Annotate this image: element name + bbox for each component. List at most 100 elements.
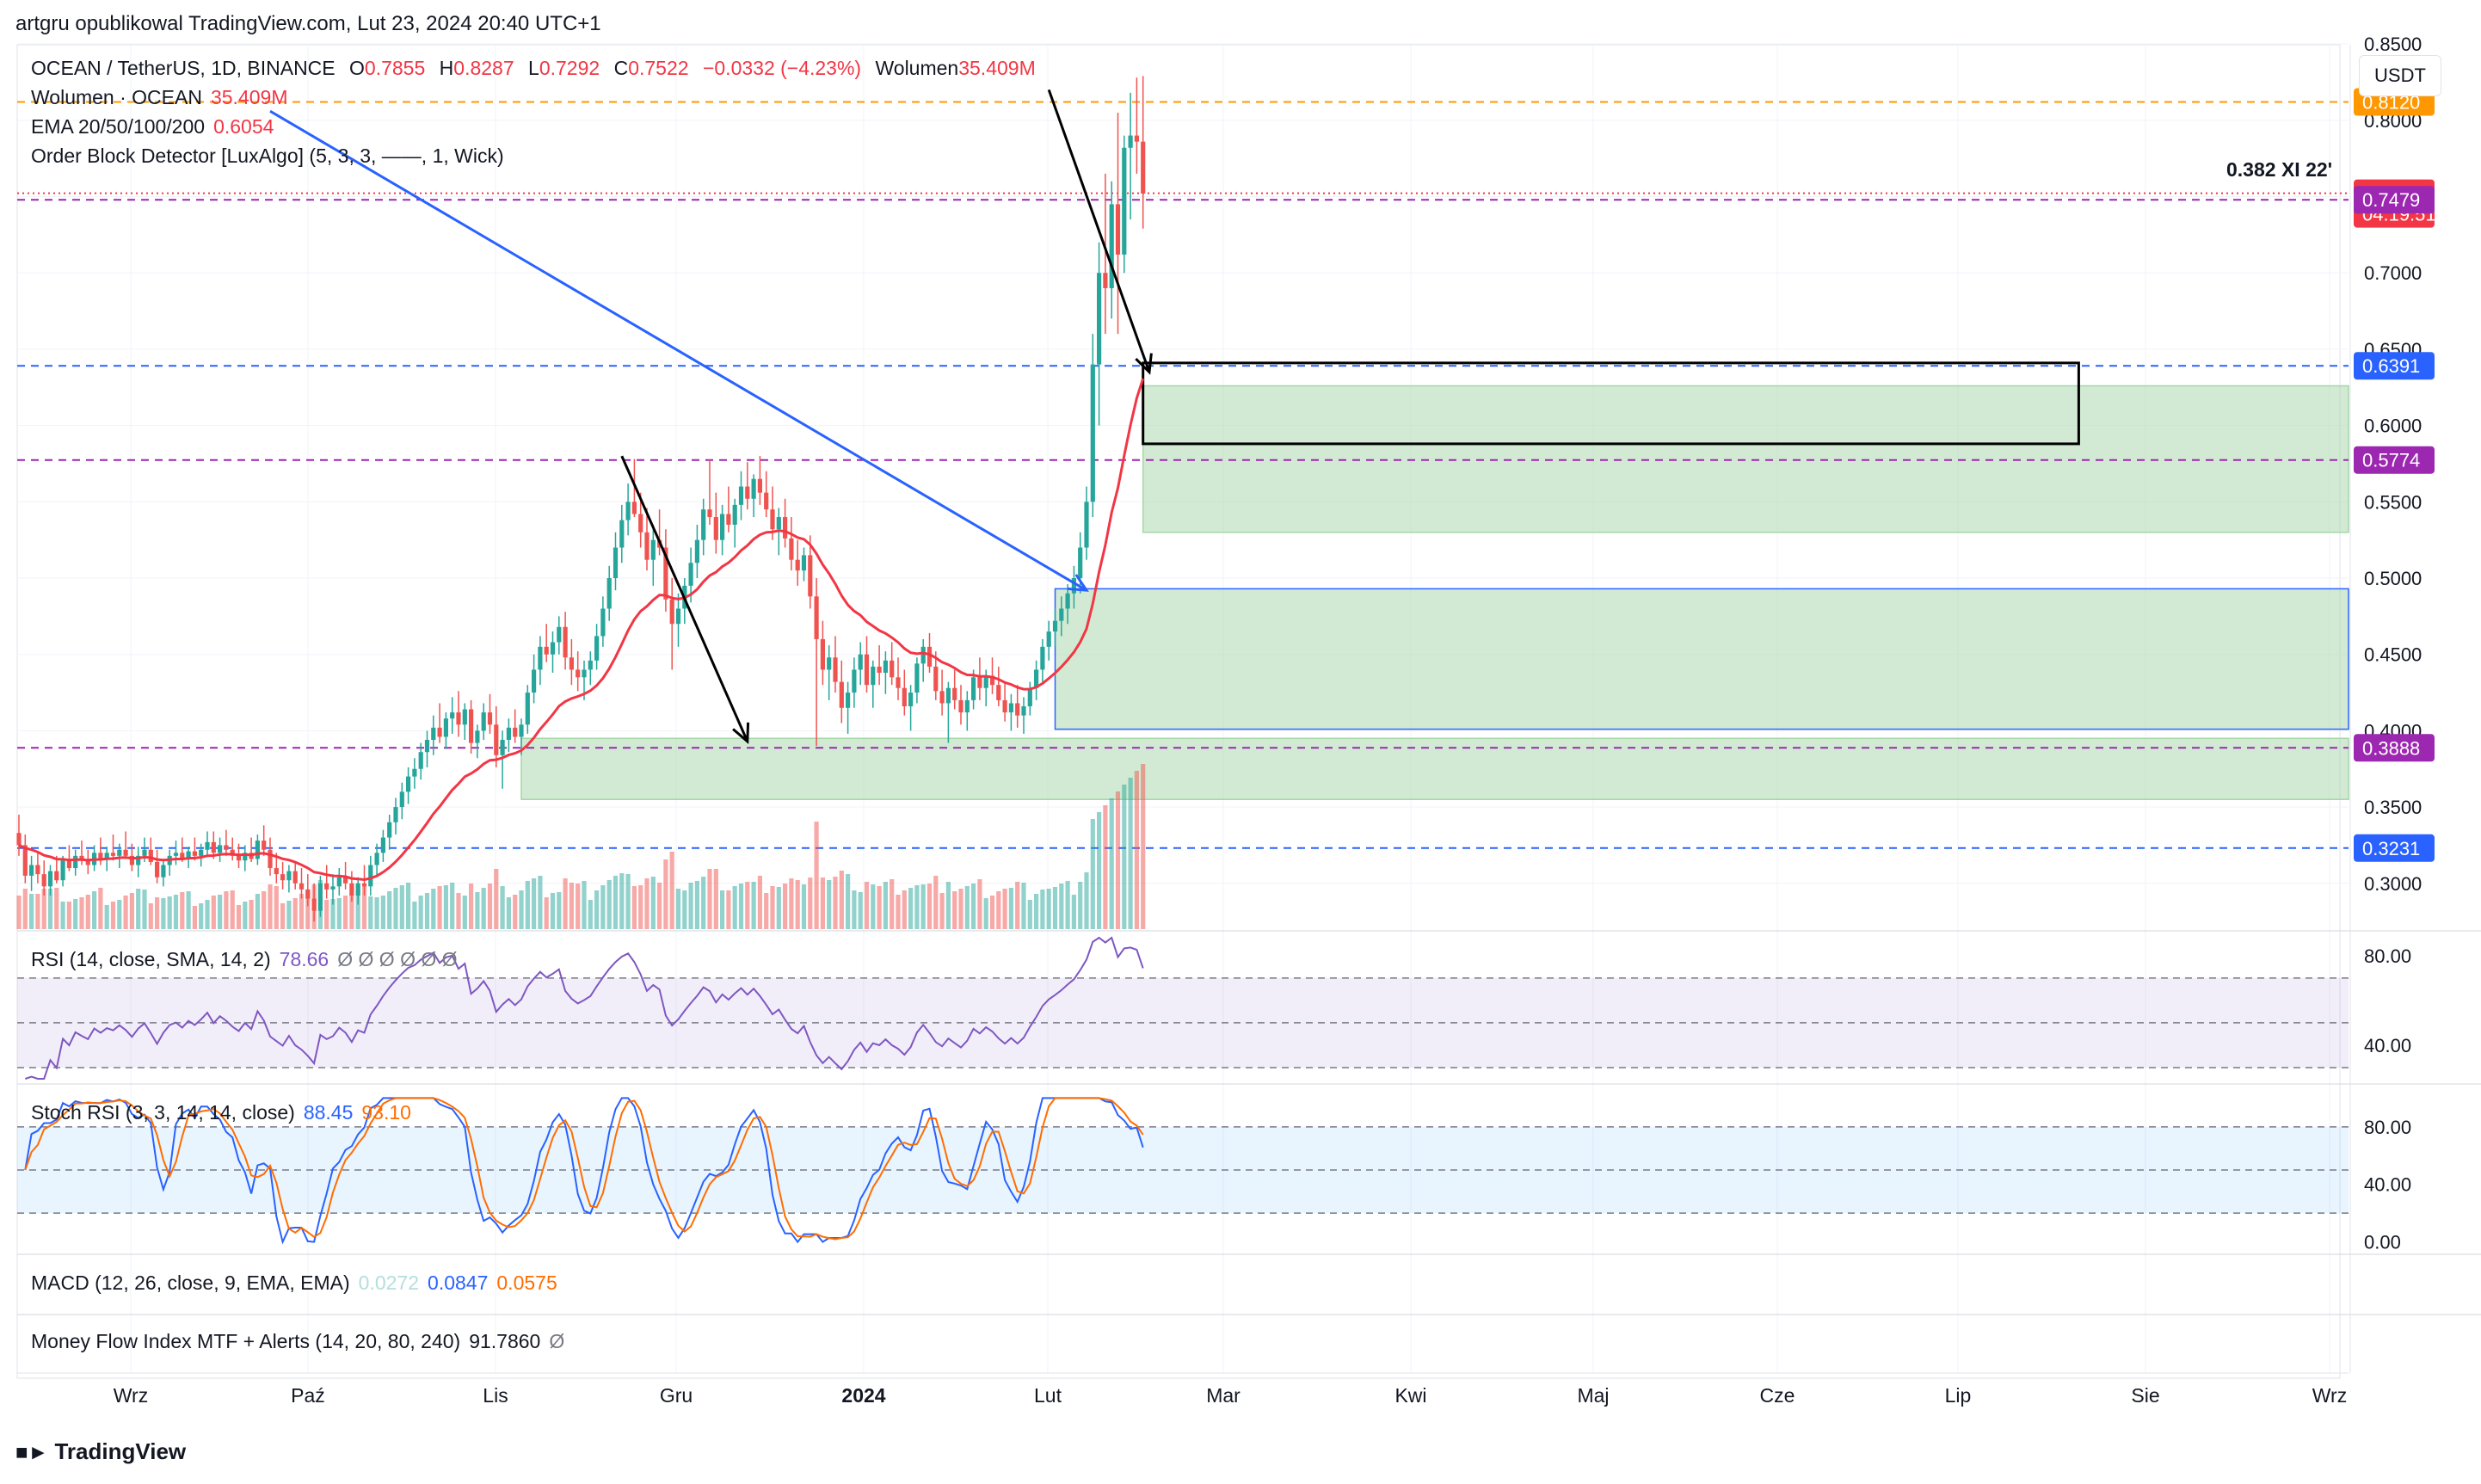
stoch-legend[interactable]: Stoch RSI (3, 3, 14, 14, close) 88.45 93.1… <box>31 1101 420 1124</box>
volume-bar <box>500 886 505 929</box>
time-axis[interactable]: Wrz Paź Lis Gru 2024 Lut Mar Kwi Maj Cze Lip Sie Wrz <box>17 1372 2349 1407</box>
candle-body <box>839 681 844 708</box>
price-tick-label: 0.6000 <box>2364 416 2422 437</box>
arrow-head <box>1135 353 1153 375</box>
volume-legend[interactable]: Wolumen · OCEAN 35.409M <box>31 86 296 109</box>
arrow-line <box>620 455 749 742</box>
volume-bar <box>682 890 687 929</box>
rsi-pane: 40.00 80.00 <box>17 936 2411 1080</box>
volume-bar <box>1134 771 1139 929</box>
order-block-legend[interactable]: Order Block Detector [LuxAlgo] (5, 3, 3,… <box>31 145 513 168</box>
candle-body <box>343 877 348 884</box>
volume-bar <box>820 877 825 929</box>
volume-bar <box>1027 900 1032 929</box>
volume-bar <box>22 889 28 929</box>
volume-bar <box>73 899 78 929</box>
macd-value: 0.0272 <box>358 1272 420 1294</box>
candle-body <box>255 841 260 859</box>
mfi-legend[interactable]: Money Flow Index MTF + Alerts (14, 20, 8… <box>31 1330 573 1353</box>
volume-bar <box>110 902 116 929</box>
time-tick-label: Lut <box>1034 1384 1062 1407</box>
trend-drawings[interactable] <box>269 89 1153 744</box>
candle-body <box>908 693 914 707</box>
volume-bar <box>638 885 643 929</box>
volume-bar <box>1046 889 1051 929</box>
symbol-name[interactable]: OCEAN / TetherUS, 1D, BINANCE <box>31 57 336 79</box>
volume-bar <box>1090 819 1095 929</box>
volume-bar <box>864 882 870 929</box>
price-tick-label: 0.8500 <box>2364 34 2422 55</box>
candle-body <box>268 849 273 869</box>
volume-bar <box>852 890 857 929</box>
brand-text: TradingView <box>54 1438 187 1464</box>
open-label: O <box>349 57 365 79</box>
volume-bar <box>35 894 40 929</box>
ema-legend[interactable]: EMA 20/50/100/200 0.6054 <box>31 115 282 139</box>
volume-bar <box>336 898 342 929</box>
volume-bar <box>299 894 305 929</box>
stoch-label: Stoch RSI (3, 3, 14, 14, close) <box>31 1101 295 1124</box>
candle-body <box>494 724 499 755</box>
tradingview-logo[interactable]: ■► TradingView <box>15 1438 186 1465</box>
volume-bar <box>286 901 292 929</box>
volume-bar <box>399 885 404 929</box>
price-tag-label: 0.6391 <box>2362 355 2420 377</box>
stoch-tick-label: 0.00 <box>2364 1232 2401 1253</box>
candle-body <box>751 478 756 499</box>
time-tick-label: Lis <box>483 1384 508 1407</box>
order-block-zone <box>1054 588 2349 730</box>
candle-body <box>983 675 988 688</box>
volume-bar <box>513 895 518 929</box>
candle-body <box>85 860 90 865</box>
currency-button[interactable]: USDT <box>2359 55 2441 96</box>
candle-body <box>286 871 292 881</box>
volume-bar <box>349 891 354 929</box>
volume-bar <box>1122 785 1127 929</box>
volume-bar <box>443 885 448 929</box>
open-value: 0.7855 <box>364 57 426 79</box>
candle-body <box>532 669 537 693</box>
volume-bar <box>104 905 109 929</box>
arrow-line <box>269 109 1087 592</box>
macd-legend[interactable]: MACD (12, 26, close, 9, EMA, EMA) 0.0272 0… <box>31 1272 566 1295</box>
candle-body <box>720 514 725 540</box>
candle-body <box>1046 631 1051 647</box>
candle-body <box>1015 703 1020 716</box>
price-tick-label: 0.7000 <box>2364 262 2422 284</box>
volume-bar <box>236 905 242 929</box>
volume-bar <box>1015 882 1020 929</box>
candle-body <box>236 855 242 861</box>
candle-body <box>506 727 511 741</box>
candle-body <box>933 666 939 692</box>
symbol-legend: OCEAN / TetherUS, 1D, BINANCE O0.7855 H0… <box>31 57 1044 80</box>
volume-bar <box>613 876 619 929</box>
volume-bar <box>205 900 210 929</box>
rsi-legend[interactable]: RSI (14, close, SMA, 14, 2) 78.66 Ø Ø Ø Ø … <box>31 948 466 971</box>
volume-bar <box>657 883 662 929</box>
candle-body <box>60 860 65 881</box>
mfi-tail: Ø <box>549 1330 565 1352</box>
volume-bars <box>16 764 1146 929</box>
volume-bar <box>330 899 336 929</box>
volume-bar <box>92 891 97 929</box>
volume-bar <box>977 879 982 929</box>
candle-body <box>129 855 134 865</box>
volume-bar <box>280 903 286 929</box>
volume-bar <box>538 876 543 929</box>
volume-bar <box>1109 798 1114 929</box>
candle-body <box>600 608 606 637</box>
candle-body <box>1109 204 1114 288</box>
volume-bar <box>487 884 493 929</box>
volume-bar <box>506 897 511 929</box>
candle-body <box>745 486 750 499</box>
candle-body <box>66 860 71 869</box>
order-block-zone <box>1142 361 2080 446</box>
candle-body <box>336 877 342 887</box>
tv-icon: ■► <box>15 1441 49 1464</box>
time-tick-label: Cze <box>1760 1384 1795 1407</box>
candle-body <box>864 654 870 686</box>
price-axis[interactable]: 0.30000.35000.40000.45000.50000.55000.60… <box>2349 34 2436 1373</box>
candle-body <box>883 660 888 673</box>
volume-bar <box>846 874 851 929</box>
